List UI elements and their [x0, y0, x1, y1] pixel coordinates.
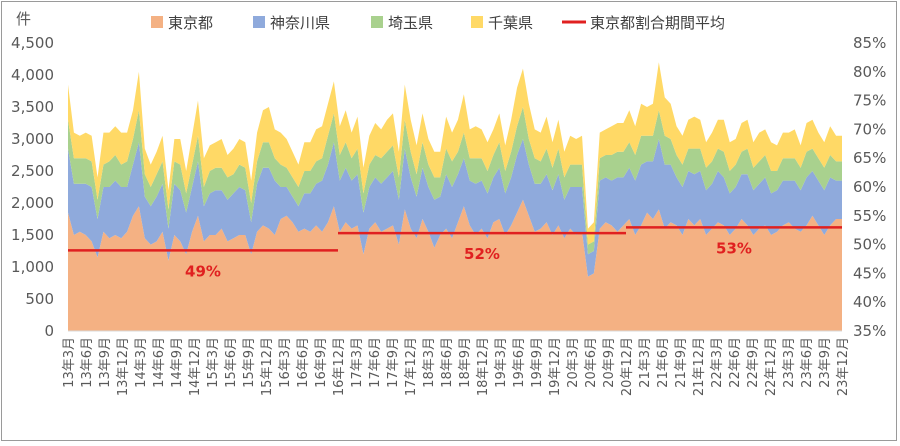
x-tick-label: 23年6月: [800, 337, 815, 388]
legend-item-2: 神奈川県: [253, 14, 330, 32]
left-tick-label: 0: [44, 322, 54, 340]
x-tick-label: 23年9月: [818, 337, 833, 388]
area-series-3: [68, 107, 842, 255]
left-axis: 0 500 1,000 1,500 2,000 2,500 3,000 3,500 4,000 4…: [11, 34, 54, 340]
left-tick-label: 500: [25, 290, 54, 308]
left-tick-label: 1,500: [11, 226, 54, 244]
x-tick-label: 15年6月: [224, 337, 239, 388]
x-tick-label: 14年12月: [188, 337, 203, 396]
x-tick-label: 22年9月: [746, 337, 761, 388]
x-tick-label: 16年3月: [278, 337, 293, 388]
x-tick-label: 19年6月: [512, 337, 527, 388]
x-tick-label: 19年3月: [494, 337, 509, 388]
x-tick-label: 20年3月: [566, 337, 581, 388]
x-tick-label: 19年12月: [548, 337, 563, 396]
right-tick-label: 70%: [853, 120, 886, 138]
left-tick-label: 4,500: [11, 34, 54, 52]
x-tick-label: 17年12月: [404, 337, 419, 396]
left-tick-label: 2,000: [11, 194, 54, 212]
x-tick-label: 16年12月: [332, 337, 347, 396]
x-tick-label: 18年3月: [422, 337, 437, 388]
right-tick-label: 80%: [853, 63, 886, 81]
average-label-group: 49% 52% 53%: [185, 239, 752, 280]
right-tick-label: 50%: [853, 236, 886, 254]
x-tick-label: 19年9月: [530, 337, 545, 388]
x-tick-label: 22年3月: [710, 337, 725, 388]
x-tick-label: 16年9月: [314, 337, 329, 388]
right-tick-label: 40%: [853, 293, 886, 311]
right-tick-label: 65%: [853, 149, 886, 167]
x-tick-label: 18年9月: [458, 337, 473, 388]
legend-label: 千葉県: [488, 14, 533, 32]
x-tick-label: 23年3月: [782, 337, 797, 388]
right-tick-label: 45%: [853, 264, 886, 282]
x-tick-label: 22年12月: [764, 337, 779, 396]
area-series-2: [68, 139, 842, 277]
x-tick-label: 16年6月: [296, 337, 311, 388]
x-tick-label: 23年12月: [836, 337, 851, 396]
average-line-group: [68, 226, 842, 252]
right-tick-label: 55%: [853, 207, 886, 225]
average-label-3: 53%: [716, 239, 752, 257]
legend: 東京都 神奈川県 埼玉県 千葉県 東京都割合期間平均: [151, 14, 725, 32]
left-tick-label: 3,500: [11, 98, 54, 116]
right-tick-label: 85%: [853, 34, 886, 52]
average-label-2: 52%: [464, 245, 500, 263]
left-axis-unit: 件: [16, 10, 31, 28]
x-tick-label: 15年9月: [242, 337, 257, 388]
x-axis: 13年3月 13年6月 13年9月 13年12月 14年3月 14年6月 14年9月 14年1…: [62, 330, 851, 396]
legend-label: 東京都割合期間平均: [590, 14, 725, 32]
legend-item-4: 千葉県: [471, 14, 533, 32]
x-tick-label: 14年6月: [152, 337, 167, 388]
x-tick-label: 21年3月: [638, 337, 653, 388]
legend-label: 東京都: [168, 14, 213, 32]
x-tick-label: 17年9月: [386, 337, 401, 388]
x-tick-label: 13年12月: [116, 337, 131, 396]
right-tick-label: 35%: [853, 322, 886, 340]
legend-item-1: 東京都: [151, 14, 213, 32]
x-tick-label: 20年12月: [620, 337, 635, 396]
x-tick-label: 20年6月: [584, 337, 599, 388]
right-axis: 35% 40% 45% 50% 55% 60% 65% 70% 75% 80% 85%: [853, 34, 886, 340]
x-tick-label: 13年9月: [98, 337, 113, 388]
x-tick-label: 18年6月: [440, 337, 455, 388]
area-series-1: [68, 199, 842, 331]
legend-label: 神奈川県: [270, 14, 330, 32]
x-tick-label: 21年6月: [656, 337, 671, 388]
right-tick-label: 75%: [853, 92, 886, 110]
legend-swatch: [151, 16, 163, 28]
left-tick-label: 1,000: [11, 258, 54, 276]
average-label-1: 49%: [185, 262, 221, 280]
legend-item-5: 東京都割合期間平均: [562, 14, 725, 32]
left-tick-label: 3,000: [11, 130, 54, 148]
legend-swatch: [471, 16, 483, 28]
x-tick-label: 15年12月: [260, 337, 275, 396]
legend-swatch: [253, 16, 265, 28]
x-tick-label: 22年6月: [728, 337, 743, 388]
x-tick-label: 17年3月: [350, 337, 365, 388]
left-tick-label: 2,500: [11, 162, 54, 180]
area-series-4: [68, 62, 842, 245]
x-tick-label: 21年12月: [692, 337, 707, 396]
x-tick-label: 20年9月: [602, 337, 617, 388]
left-tick-label: 4,000: [11, 66, 54, 84]
x-tick-label: 13年3月: [62, 337, 77, 388]
x-tick-label: 14年3月: [134, 337, 149, 388]
x-tick-label: 17年6月: [368, 337, 383, 388]
legend-item-3: 埼玉県: [371, 14, 433, 32]
x-tick-label: 13年6月: [80, 337, 95, 388]
x-tick-label: 18年12月: [476, 337, 491, 396]
legend-swatch: [371, 16, 383, 28]
x-tick-label: 14年9月: [170, 337, 185, 388]
legend-label: 埼玉県: [388, 14, 433, 32]
x-tick-label: 21年9月: [674, 337, 689, 388]
area-series-group: [68, 62, 842, 331]
right-tick-label: 60%: [853, 178, 886, 196]
x-tick-label: 15年3月: [206, 337, 221, 388]
